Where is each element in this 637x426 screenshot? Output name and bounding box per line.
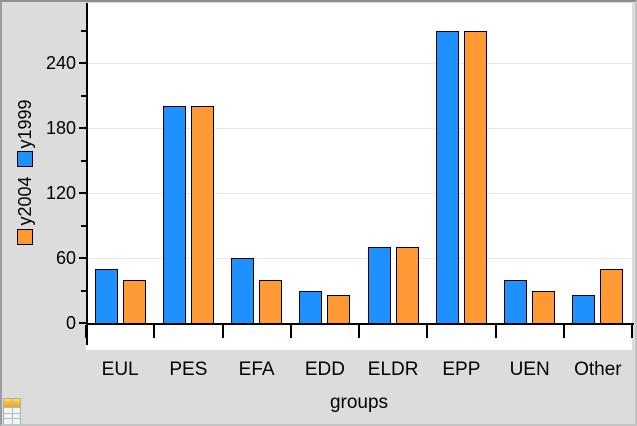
bar-PES-y2004[interactable] bbox=[190, 106, 214, 324]
spreadsheet-icon-body-cell bbox=[12, 419, 20, 424]
x-category-label-ELDR: ELDR bbox=[367, 359, 419, 380]
bar-EDD-y1999[interactable] bbox=[299, 290, 323, 324]
y-axis-line bbox=[86, 3, 88, 345]
bar-PES-y1999[interactable] bbox=[162, 106, 186, 324]
bar-ELDR-y1999[interactable] bbox=[367, 247, 391, 324]
x-boundary-tick-5 bbox=[426, 325, 429, 338]
bar-EFA-y1999[interactable] bbox=[231, 258, 255, 324]
y-major-tick-120 bbox=[79, 192, 86, 194]
x-axis-line bbox=[86, 323, 634, 325]
x-boundary-tick-4 bbox=[358, 325, 360, 338]
x-boundary-tick-8 bbox=[631, 325, 633, 338]
y-minor-tick-210 bbox=[81, 94, 86, 97]
y-minor-tick-90 bbox=[81, 224, 86, 227]
x-axis-title: groups bbox=[329, 392, 389, 413]
y-major-tick-180 bbox=[79, 127, 86, 129]
y-tick-label-0: 0 bbox=[65, 313, 76, 333]
spreadsheet-icon-body-cell bbox=[4, 419, 12, 424]
gridline-240 bbox=[88, 63, 632, 64]
x-category-label-PES: PES bbox=[169, 359, 208, 380]
spreadsheet-icon-body-cell bbox=[4, 413, 12, 419]
y-tick-label-240: 240 bbox=[45, 53, 76, 73]
y-major-tick-60 bbox=[79, 257, 86, 259]
x-boundary-tick-0 bbox=[85, 325, 87, 338]
bar-Other-y1999[interactable] bbox=[572, 294, 596, 324]
bar-EUL-y1999[interactable] bbox=[94, 268, 118, 324]
x-boundary-tick-6 bbox=[494, 325, 497, 338]
gridline-180 bbox=[88, 128, 632, 129]
x-boundary-tick-7 bbox=[562, 325, 565, 338]
x-boundary-tick-3 bbox=[289, 325, 292, 338]
spreadsheet-icon-body-cell bbox=[12, 413, 20, 419]
spreadsheet-icon-header-cell bbox=[4, 399, 12, 407]
y-major-tick-0 bbox=[79, 322, 86, 324]
bar-ELDR-y2004[interactable] bbox=[395, 247, 419, 324]
bar-EFA-y2004[interactable] bbox=[259, 279, 283, 324]
y-major-tick-240 bbox=[79, 62, 86, 64]
y-minor-tick-150 bbox=[81, 159, 86, 162]
x-category-label-Other: Other bbox=[574, 359, 622, 380]
bar-EPP-y2004[interactable] bbox=[463, 30, 487, 324]
x-boundary-tick-2 bbox=[221, 325, 224, 338]
x-category-label-UEN: UEN bbox=[509, 359, 550, 380]
y-minor-tick-270 bbox=[81, 29, 86, 32]
bar-Other-y2004[interactable] bbox=[600, 268, 624, 324]
spreadsheet-icon-body-cell bbox=[4, 408, 12, 413]
gridline-60 bbox=[88, 258, 632, 259]
y-tick-label-120: 120 bbox=[45, 183, 76, 203]
y-tick-label-60: 60 bbox=[55, 248, 76, 268]
spreadsheet-icon[interactable] bbox=[3, 398, 21, 424]
bar-EDD-y2004[interactable] bbox=[327, 294, 351, 324]
legend-swatch-y2004-icon bbox=[17, 228, 33, 245]
bar-UEN-y2004[interactable] bbox=[532, 290, 556, 324]
x-category-label-EDD: EDD bbox=[304, 359, 345, 380]
x-category-label-EUL: EUL bbox=[101, 359, 139, 380]
legend-swatch-y1999-icon bbox=[17, 151, 33, 168]
spreadsheet-icon-header-cell bbox=[12, 399, 20, 407]
y-minor-tick-30 bbox=[81, 289, 86, 292]
chart-legend: y2004 y1999 bbox=[15, 87, 35, 257]
spreadsheet-icon-body-cell bbox=[12, 408, 20, 413]
bar-EPP-y1999[interactable] bbox=[435, 30, 459, 324]
bar-UEN-y1999[interactable] bbox=[504, 279, 528, 324]
x-category-label-EFA: EFA bbox=[238, 359, 275, 380]
y-tick-label-180: 180 bbox=[45, 118, 76, 138]
x-category-label-EPP: EPP bbox=[442, 359, 481, 380]
x-boundary-tick-1 bbox=[153, 325, 156, 338]
gridline-120 bbox=[88, 193, 632, 194]
bar-EUL-y2004[interactable] bbox=[122, 279, 146, 324]
